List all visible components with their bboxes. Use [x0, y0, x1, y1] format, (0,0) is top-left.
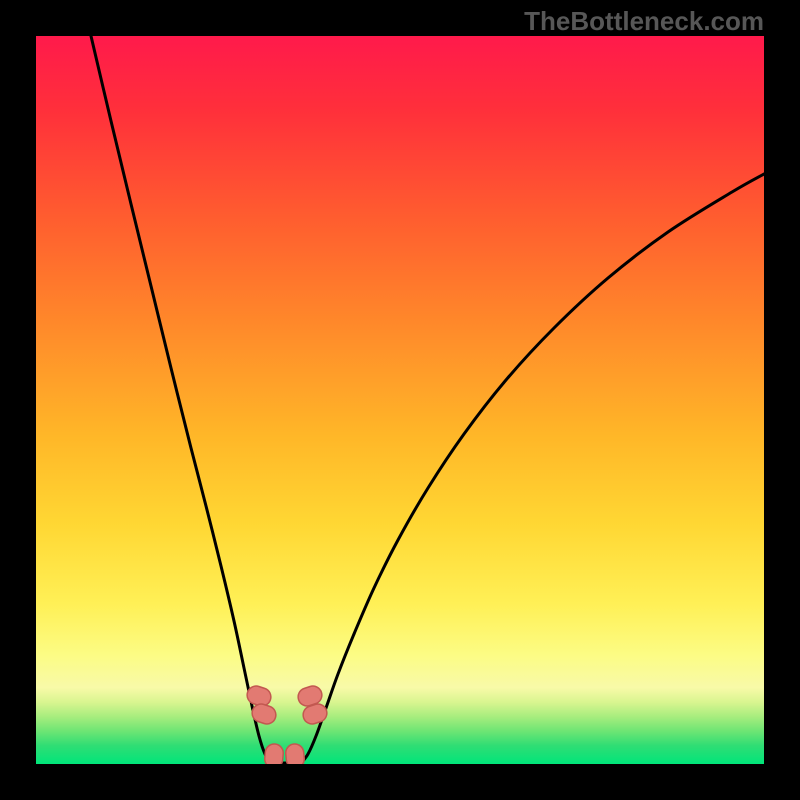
marker-capsule — [296, 684, 324, 709]
curve-left-branch — [91, 36, 271, 763]
watermark-label: TheBottleneck.com — [524, 6, 764, 37]
marker-capsule — [264, 743, 284, 764]
bottleneck-chart — [36, 36, 764, 764]
marker-capsule — [250, 702, 278, 727]
marker-capsule — [245, 684, 273, 709]
marker-capsule — [285, 743, 305, 764]
marker-capsule — [301, 702, 329, 727]
plot-area — [36, 36, 764, 764]
curve-right-branch — [301, 174, 764, 763]
